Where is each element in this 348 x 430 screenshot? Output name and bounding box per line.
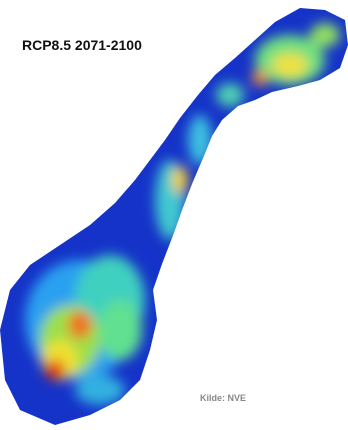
map-source: Kilde: NVE <box>200 393 246 403</box>
map-title: RCP8.5 2071-2100 <box>22 37 142 53</box>
climate-raster <box>0 0 348 430</box>
map-figure: RCP8.5 2071-2100 Kilde: NVE <box>0 0 348 430</box>
